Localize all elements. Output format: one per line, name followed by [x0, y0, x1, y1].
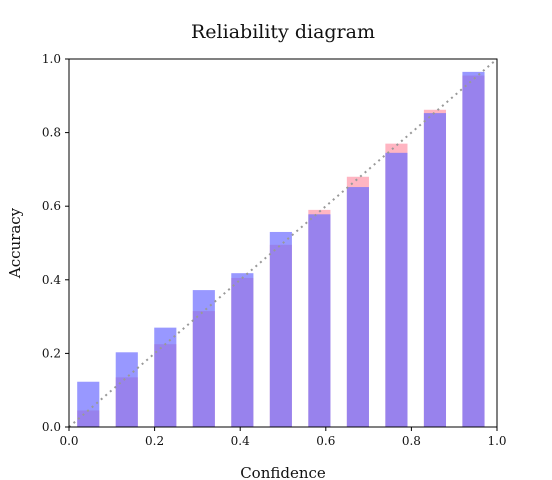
y-tick-label: 0.8: [42, 126, 61, 140]
bar-series2-bin8: [346, 187, 369, 427]
plot-frame: [68, 58, 498, 428]
bar-series2-bin4: [192, 290, 215, 427]
bar-series2-bin1: [77, 381, 100, 427]
x-tick-label: 0.2: [145, 434, 164, 448]
ticks-group: 0.0 0.2 0.4 0.6 0.8 1.0 0.0 0.2 0.4 0.6 0.8 1.0: [42, 52, 507, 448]
bar-series2-bin2: [115, 352, 138, 427]
bar-series2-bin5: [231, 273, 254, 427]
y-tick-label: 1.0: [42, 52, 61, 66]
x-tick-label: 0.6: [316, 434, 335, 448]
y-tick-label: 0.6: [42, 199, 61, 213]
perfect-calibration-line: [68, 58, 498, 428]
bar-series2-bin3: [154, 327, 177, 427]
y-tick-label: 0.2: [42, 346, 61, 360]
y-tick-label: 0.4: [42, 273, 61, 287]
bar-series2-bin9: [385, 152, 408, 427]
x-tick-label: 0.8: [402, 434, 421, 448]
bar-series2-bin11: [462, 71, 485, 427]
bar-series2-bin7: [308, 214, 331, 427]
x-tick-label: 0.0: [59, 434, 78, 448]
x-tick-label: 0.4: [231, 434, 250, 448]
bars-group: [77, 71, 485, 427]
bar-series2-bin6: [269, 231, 292, 427]
chart-title: Reliability diagram: [191, 21, 375, 43]
y-tick-label: 0.0: [42, 420, 61, 434]
x-axis-label: Confidence: [240, 464, 326, 480]
bar-series2-bin10: [423, 113, 447, 427]
y-axis-label: Accuracy: [6, 207, 24, 279]
x-tick-label: 1.0: [487, 434, 506, 448]
